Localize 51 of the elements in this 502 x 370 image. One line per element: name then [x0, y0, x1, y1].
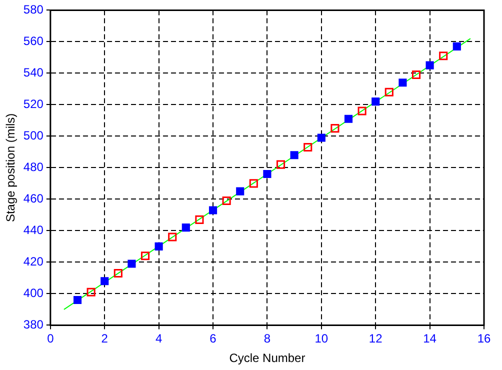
- point: [249, 179, 258, 188]
- point: [317, 134, 326, 142]
- y-tick-label: 520: [23, 97, 44, 112]
- point: [426, 61, 434, 70]
- point: [86, 288, 96, 296]
- point: [182, 224, 190, 232]
- point: [128, 260, 136, 268]
- point: [100, 277, 109, 286]
- point: [358, 106, 366, 116]
- x-tick-label: 4: [155, 332, 162, 346]
- y-tick-label: 560: [23, 34, 44, 48]
- point: [73, 296, 82, 304]
- point: [208, 206, 218, 214]
- point: [439, 52, 448, 60]
- y-tick-label: 480: [23, 160, 44, 174]
- y-tick-label: 460: [23, 192, 44, 206]
- y-tick-label: 400: [23, 286, 44, 300]
- point: [114, 268, 122, 278]
- x-tick-label: 10: [314, 332, 328, 346]
- point: [330, 124, 340, 133]
- point: [195, 215, 204, 224]
- x-tick-label: 12: [368, 332, 383, 346]
- y-tick-label: 380: [23, 318, 44, 332]
- x-tick-label: 2: [101, 332, 108, 346]
- point: [290, 151, 298, 160]
- x-axis-title: Cycle Number: [229, 351, 306, 366]
- y-tick-label: 500: [23, 128, 44, 143]
- x-tick-label: 16: [477, 332, 491, 346]
- point: [154, 242, 163, 250]
- y-tick-label: 540: [23, 66, 44, 80]
- point: [452, 42, 461, 50]
- point: [398, 78, 407, 87]
- y-tick-label: 580: [23, 2, 44, 17]
- point: [236, 187, 244, 196]
- x-tick-label: 14: [423, 332, 437, 346]
- point: [372, 98, 380, 106]
- y-axis-title: Stage position (mils): [4, 113, 18, 222]
- x-tick-label: 0: [47, 332, 54, 346]
- y-tick-label: 440: [23, 223, 44, 238]
- point: [140, 252, 150, 260]
- y-tick-label: 420: [23, 254, 44, 269]
- point: [263, 170, 272, 178]
- point: [304, 142, 312, 152]
- point: [412, 70, 421, 80]
- x-tick-label: 6: [210, 332, 217, 346]
- point: [276, 160, 286, 169]
- point: [384, 88, 394, 96]
- x-tick-label: 8: [264, 332, 271, 346]
- point: [344, 114, 353, 123]
- point: [168, 232, 177, 242]
- point: [222, 196, 231, 206]
